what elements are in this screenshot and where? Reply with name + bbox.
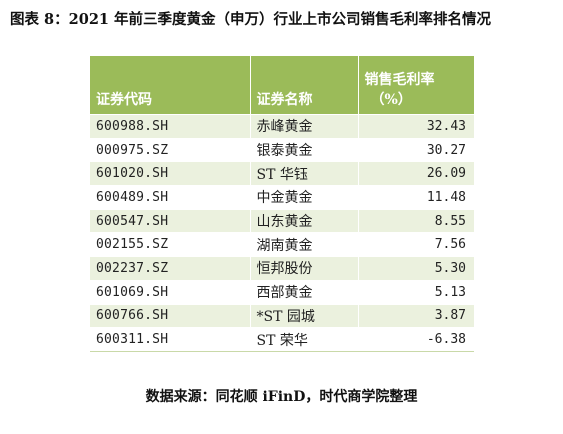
- ranking-table: 证券代码 证券名称 销售毛利率 （%） 600988.SH 赤峰黄金 32.43 00…: [90, 56, 474, 352]
- cell-gross-margin: 26.09: [358, 161, 474, 186]
- cell-gross-margin: 7.56: [358, 232, 474, 257]
- cell-gross-margin: 30.27: [358, 137, 474, 162]
- header-security-code: 证券代码: [90, 56, 251, 115]
- cell-gross-margin: 3.87: [358, 303, 474, 328]
- table-row: 002237.SZ 恒邦股份 5.30: [90, 256, 474, 281]
- cell-gross-margin: 5.30: [358, 256, 474, 281]
- cell-security-name: 银泰黄金: [250, 137, 359, 162]
- data-source-note: 数据来源：同花顺 iFinD，时代商学院整理: [145, 389, 418, 405]
- cell-security-code: 000975.SZ: [90, 137, 251, 162]
- table-row: 600311.SH ST 荣华 -6.38: [90, 327, 474, 352]
- cell-security-name: 湖南黄金: [250, 232, 359, 257]
- table-row: 601069.SH 西部黄金 5.13: [90, 279, 474, 304]
- table-row: 600988.SH 赤峰黄金 32.43: [90, 114, 474, 139]
- cell-security-name: 赤峰黄金: [250, 114, 359, 139]
- cell-security-code: 601069.SH: [90, 279, 251, 304]
- cell-security-code: 600988.SH: [90, 114, 251, 139]
- cell-security-name: 中金黄金: [250, 185, 359, 210]
- cell-security-code: 601020.SH: [90, 161, 251, 186]
- cell-security-code: 600489.SH: [90, 185, 251, 210]
- header-gross-margin-unit: （%）: [370, 92, 412, 108]
- table-row: 600489.SH 中金黄金 11.48: [90, 185, 474, 210]
- cell-security-name: ST 华钰: [250, 161, 359, 186]
- cell-security-name: 山东黄金: [250, 208, 359, 233]
- table-header-row: 证券代码 证券名称 销售毛利率 （%）: [90, 56, 474, 115]
- figure-title: 图表 8：2021 年前三季度黄金（申万）行业上市公司销售毛利率排名情况: [10, 11, 492, 28]
- cell-gross-margin: 5.13: [358, 279, 474, 304]
- table-row: 002155.SZ 湖南黄金 7.56: [90, 232, 474, 257]
- gross-margin-table: 证券代码 证券名称 销售毛利率 （%） 600988.SH 赤峰黄金 32.43 00…: [90, 56, 474, 352]
- table-row: 000975.SZ 银泰黄金 30.27: [90, 137, 474, 162]
- header-gross-margin-line1: 销售毛利率: [364, 72, 435, 88]
- cell-security-code: 600547.SH: [90, 208, 251, 233]
- cell-security-code: 002237.SZ: [90, 256, 251, 281]
- table-row: 600766.SH *ST 园城 3.87: [90, 303, 474, 328]
- cell-security-code: 002155.SZ: [90, 232, 251, 257]
- table-row: 600547.SH 山东黄金 8.55: [90, 208, 474, 233]
- cell-security-code: 600311.SH: [90, 327, 251, 352]
- header-gross-margin: 销售毛利率 （%）: [358, 56, 474, 115]
- table-row: 601020.SH ST 华钰 26.09: [90, 161, 474, 186]
- cell-security-code: 600766.SH: [90, 303, 251, 328]
- cell-security-name: 西部黄金: [250, 279, 359, 304]
- cell-gross-margin: 8.55: [358, 208, 474, 233]
- cell-security-name: 恒邦股份: [250, 256, 359, 281]
- cell-gross-margin: 32.43: [358, 114, 474, 139]
- cell-security-name: ST 荣华: [250, 327, 359, 352]
- cell-gross-margin: 11.48: [358, 185, 474, 210]
- table-body: 600988.SH 赤峰黄金 32.43 000975.SZ 银泰黄金 30.27 6010…: [90, 114, 474, 352]
- cell-gross-margin: -6.38: [358, 327, 474, 352]
- cell-security-name: *ST 园城: [250, 303, 359, 328]
- header-security-name: 证券名称: [250, 56, 359, 115]
